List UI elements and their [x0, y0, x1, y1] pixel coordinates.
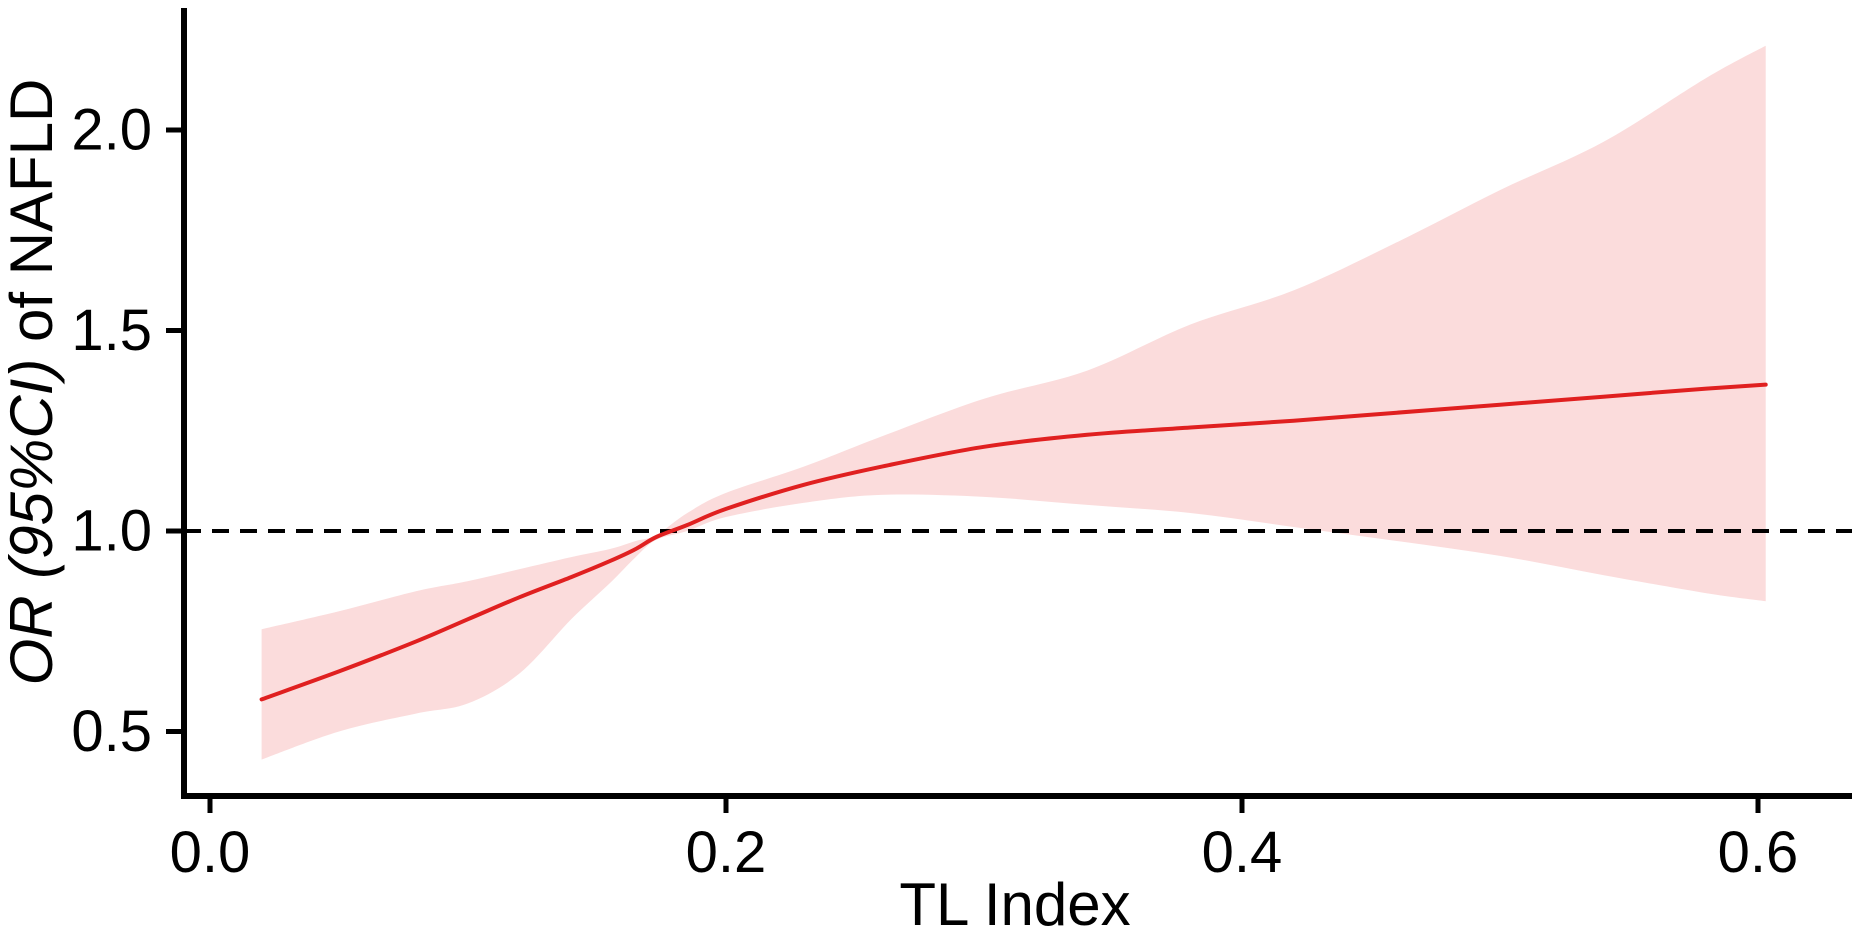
y-axis-tick-labels: 0.5 1.0 1.5 2.0 [71, 98, 152, 765]
x-axis-title: TL Index [899, 871, 1130, 933]
x-tick-label: 0.4 [1202, 820, 1283, 885]
y-axis-title-italic-part: OR (95%CI) [0, 359, 65, 686]
y-tick-label: 1.0 [71, 499, 152, 564]
y-axis-title: OR (95%CI) of NAFLD [0, 79, 65, 686]
or-curve [259, 382, 1768, 702]
y-tick-label: 1.5 [71, 298, 152, 363]
confidence-band [261, 45, 1766, 760]
x-axis-tick-labels: 0.0 0.2 0.4 0.6 [170, 820, 1799, 885]
y-axis-title-normal-part: of NAFLD [0, 79, 65, 359]
x-tick-label: 0.2 [686, 820, 767, 885]
y-tick-label: 2.0 [71, 98, 152, 163]
x-tick-label: 0.6 [1718, 820, 1799, 885]
y-tick-label: 0.5 [71, 699, 152, 764]
x-tick-label: 0.0 [170, 820, 251, 885]
y-axis-ticks [166, 127, 184, 734]
x-axis-ticks [207, 796, 1761, 813]
